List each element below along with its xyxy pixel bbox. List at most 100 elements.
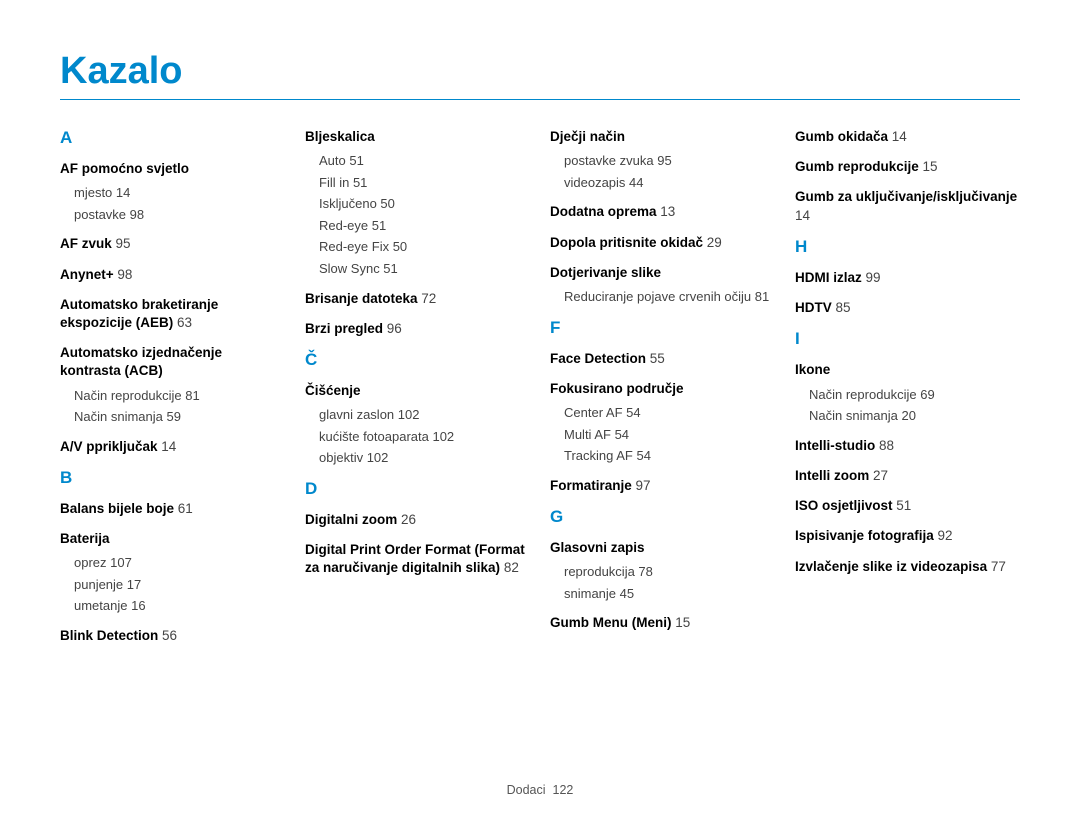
index-column: A AF pomoćno svjetlo mjesto 14 postavke 98 A… [60, 128, 285, 657]
index-entry-page[interactable]: 63 [173, 315, 192, 330]
index-entry: Digital Print Order Format (Format za na… [305, 541, 530, 577]
index-entry-label[interactable]: Automatsko braketiranje ekspozicije (AEB… [60, 296, 285, 332]
index-subentry[interactable]: Način reprodukcije 69 [809, 386, 1020, 404]
index-entry-label[interactable]: HDTV 85 [795, 299, 1020, 317]
index-letter: Č [305, 350, 530, 370]
index-entry-label[interactable]: Brzi pregled 96 [305, 320, 530, 338]
index-entry-label[interactable]: Anynet+ 98 [60, 266, 285, 284]
index-subentry[interactable]: Način reprodukcije 81 [74, 387, 285, 405]
index-subentry[interactable]: Auto 51 [319, 152, 530, 170]
index-subentry[interactable]: Red-eye 51 [319, 217, 530, 235]
index-entry-page[interactable]: 88 [875, 438, 894, 453]
index-entry-label[interactable]: Izvlačenje slike iz videozapisa 77 [795, 558, 1020, 576]
index-entry-label[interactable]: Digital Print Order Format (Format za na… [305, 541, 530, 577]
index-subentry[interactable]: kućište fotoaparata 102 [319, 428, 530, 446]
index-letter: B [60, 468, 285, 488]
index-subentry[interactable]: punjenje 17 [74, 576, 285, 594]
index-entry-label[interactable]: AF zvuk 95 [60, 235, 285, 253]
index-columns: A AF pomoćno svjetlo mjesto 14 postavke 98 A… [60, 128, 1020, 657]
index-entry-page[interactable]: 61 [174, 501, 193, 516]
page-title: Kazalo [60, 50, 1020, 100]
index-subentry[interactable]: Isključeno 50 [319, 195, 530, 213]
index-column: Gumb okidača 14 Gumb reprodukcije 15 Gumb … [795, 128, 1020, 657]
index-entry-label[interactable]: Ikone [795, 361, 1020, 379]
index-subentry[interactable]: Slow Sync 51 [319, 260, 530, 278]
index-entry-label[interactable]: Ispisivanje fotografija 92 [795, 527, 1020, 545]
index-entry-page[interactable]: 98 [114, 267, 133, 282]
index-entry: Glasovni zapis reprodukcija 78 snimanje 45 [550, 539, 775, 602]
index-entry: Dječji način postavke zvuka 95 videozapis … [550, 128, 775, 191]
index-entry-label[interactable]: Balans bijele boje 61 [60, 500, 285, 518]
index-entry-page[interactable]: 85 [832, 300, 851, 315]
index-entry-label[interactable]: Gumb Menu (Meni) 15 [550, 614, 775, 632]
index-entry-label[interactable]: AF pomoćno svjetlo [60, 160, 285, 178]
index-entry-page[interactable]: 55 [646, 351, 665, 366]
index-letter: I [795, 329, 1020, 349]
index-subentry[interactable]: Reduciranje pojave crvenih očiju 81 [564, 288, 775, 306]
index-subentry[interactable]: Način snimanja 20 [809, 407, 1020, 425]
index-entry-page[interactable]: 95 [112, 236, 131, 251]
index-entry-page[interactable]: 14 [158, 439, 177, 454]
index-entry-page[interactable]: 96 [383, 321, 402, 336]
index-entry-label[interactable]: Face Detection 55 [550, 350, 775, 368]
index-entry-label[interactable]: A/V ppriključak 14 [60, 438, 285, 456]
index-subentry[interactable]: Način snimanja 59 [74, 408, 285, 426]
index-entry-page[interactable]: 99 [862, 270, 881, 285]
index-entry-label[interactable]: Gumb okidača 14 [795, 128, 1020, 146]
index-subentry[interactable]: glavni zaslon 102 [319, 406, 530, 424]
index-entry-label[interactable]: Čišćenje [305, 382, 530, 400]
index-entry-page[interactable]: 77 [987, 559, 1006, 574]
index-entry-label[interactable]: ISO osjetljivost 51 [795, 497, 1020, 515]
index-entry-label[interactable]: Glasovni zapis [550, 539, 775, 557]
index-entry-label[interactable]: Dopola pritisnite okidač 29 [550, 234, 775, 252]
index-entry: Gumb za uključivanje/isključivanje 14 [795, 188, 1020, 224]
index-entry-label[interactable]: Fokusirano područje [550, 380, 775, 398]
index-subentry[interactable]: Tracking AF 54 [564, 447, 775, 465]
index-entry-label[interactable]: Automatsko izjednačenje kontrasta (ACB) [60, 344, 285, 380]
index-entry-page[interactable]: 15 [672, 615, 691, 630]
index-entry-page[interactable]: 14 [795, 208, 810, 223]
index-entry-label[interactable]: Baterija [60, 530, 285, 548]
index-entry-page[interactable]: 51 [893, 498, 912, 513]
index-entry-page[interactable]: 56 [158, 628, 177, 643]
index-entry: Gumb Menu (Meni) 15 [550, 614, 775, 632]
index-entry-label[interactable]: Intelli-studio 88 [795, 437, 1020, 455]
index-subentry[interactable]: snimanje 45 [564, 585, 775, 603]
index-subentry[interactable]: videozapis 44 [564, 174, 775, 192]
index-subentry[interactable]: reprodukcija 78 [564, 563, 775, 581]
index-subentry[interactable]: mjesto 14 [74, 184, 285, 202]
index-entry-label[interactable]: Digitalni zoom 26 [305, 511, 530, 529]
index-entry-label[interactable]: Bljeskalica [305, 128, 530, 146]
index-entry-page[interactable]: 92 [934, 528, 953, 543]
index-entry-label[interactable]: Formatiranje 97 [550, 477, 775, 495]
index-entry-page[interactable]: 72 [418, 291, 437, 306]
index-entry-page[interactable]: 13 [657, 204, 676, 219]
index-entry-label[interactable]: Dotjerivanje slike [550, 264, 775, 282]
index-subentry[interactable]: postavke zvuka 95 [564, 152, 775, 170]
index-subentry[interactable]: umetanje 16 [74, 597, 285, 615]
index-entry-label[interactable]: HDMI izlaz 99 [795, 269, 1020, 287]
index-entry-label[interactable]: Intelli zoom 27 [795, 467, 1020, 485]
index-entry-label[interactable]: Dodatna oprema 13 [550, 203, 775, 221]
index-entry-page[interactable]: 14 [888, 129, 907, 144]
index-entry-page[interactable]: 29 [703, 235, 722, 250]
index-subentry[interactable]: Fill in 51 [319, 174, 530, 192]
index-entry-page[interactable]: 27 [869, 468, 888, 483]
index-entry-page[interactable]: 97 [632, 478, 651, 493]
index-entry-page[interactable]: 26 [397, 512, 416, 527]
index-subentry[interactable]: Center AF 54 [564, 404, 775, 422]
index-entry-label[interactable]: Brisanje datoteka 72 [305, 290, 530, 308]
index-subentry[interactable]: oprez 107 [74, 554, 285, 572]
page-footer: Dodaci 122 [0, 783, 1080, 797]
index-subentry[interactable]: objektiv 102 [319, 449, 530, 467]
index-entry-label[interactable]: Gumb reprodukcije 15 [795, 158, 1020, 176]
index-subentry[interactable]: Red-eye Fix 50 [319, 238, 530, 256]
index-subentry[interactable]: Multi AF 54 [564, 426, 775, 444]
index-letter: A [60, 128, 285, 148]
index-entry-label[interactable]: Blink Detection 56 [60, 627, 285, 645]
index-entry-label[interactable]: Gumb za uključivanje/isključivanje 14 [795, 188, 1020, 224]
index-entry-page[interactable]: 15 [919, 159, 938, 174]
index-entry-label[interactable]: Dječji način [550, 128, 775, 146]
index-subentry[interactable]: postavke 98 [74, 206, 285, 224]
index-entry-page[interactable]: 82 [500, 560, 519, 575]
